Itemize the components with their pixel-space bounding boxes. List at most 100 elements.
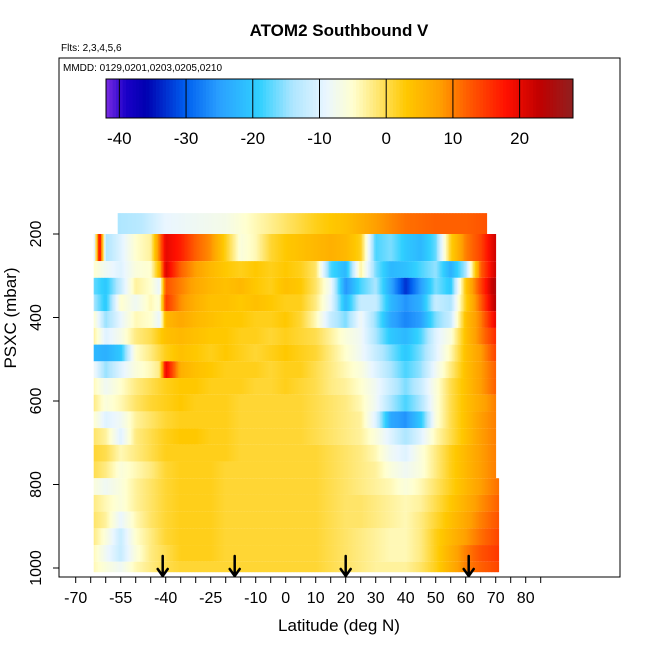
heatmap-cell xyxy=(303,261,306,278)
heatmap-cell xyxy=(284,428,287,445)
heatmap-cell xyxy=(197,411,200,429)
heatmap-cell xyxy=(318,277,321,295)
heatmap-cell xyxy=(333,234,336,262)
heatmap-cell xyxy=(246,528,249,546)
heatmap-cell xyxy=(285,494,288,512)
heatmap-cell xyxy=(374,478,377,495)
heatmap-cell xyxy=(311,277,314,295)
heatmap-cell xyxy=(314,411,317,429)
heatmap-cell xyxy=(363,511,366,529)
heatmap-cell xyxy=(222,394,225,412)
heatmap-cell xyxy=(351,344,354,362)
heatmap-cell xyxy=(350,277,353,295)
heatmap-cell xyxy=(98,294,101,312)
heatmap-cell xyxy=(399,311,402,328)
heatmap-cell xyxy=(359,361,362,379)
heatmap-cell xyxy=(479,411,482,429)
heatmap-cell xyxy=(416,378,419,395)
heatmap-cell xyxy=(422,511,425,529)
heatmap-cell xyxy=(383,511,386,529)
heatmap-cell xyxy=(303,361,306,379)
heatmap-cell xyxy=(191,261,194,278)
heatmap-cell xyxy=(185,361,188,379)
heatmap-cell xyxy=(228,294,231,312)
heatmap-cell xyxy=(125,461,128,479)
heatmap-cell xyxy=(110,428,113,445)
heatmap-cell xyxy=(332,327,335,345)
heatmap-cell xyxy=(258,344,261,362)
heatmap-cell xyxy=(110,444,113,462)
heatmap-cell xyxy=(429,294,432,312)
heatmap-cell xyxy=(275,311,278,328)
heatmap-cell xyxy=(467,344,470,362)
heatmap-cell xyxy=(458,411,461,429)
heatmap-cell xyxy=(413,444,416,462)
heatmap-cell xyxy=(464,261,467,278)
heatmap-cell xyxy=(432,494,435,512)
heatmap-cell xyxy=(132,511,135,529)
heatmap-cell xyxy=(225,294,228,312)
heatmap-cell xyxy=(420,327,423,345)
heatmap-cell xyxy=(107,394,110,412)
heatmap-cell xyxy=(198,494,201,512)
heatmap-cell xyxy=(375,428,378,445)
heatmap-cell xyxy=(492,361,495,379)
heatmap-cell xyxy=(201,478,204,495)
heatmap-cell xyxy=(315,294,318,312)
heatmap-cell xyxy=(119,428,122,445)
heatmap-cell xyxy=(180,478,183,495)
heatmap-cell xyxy=(386,378,389,395)
heatmap-cell xyxy=(260,234,263,262)
heatmap-cell xyxy=(272,261,275,278)
heatmap-cell xyxy=(395,478,398,495)
heatmap-cell xyxy=(275,327,278,345)
heatmap-cell xyxy=(267,261,270,278)
heatmap-cell xyxy=(291,478,294,495)
heatmap-cell xyxy=(293,378,296,395)
heatmap-cell xyxy=(276,277,279,295)
heatmap-cell xyxy=(345,277,348,295)
heatmap-cell xyxy=(152,327,155,345)
heatmap-cell xyxy=(431,261,434,278)
heatmap-cell xyxy=(294,327,297,345)
heatmap-cell xyxy=(404,478,407,495)
heatmap-cell xyxy=(233,361,236,379)
heatmap-cell xyxy=(474,213,477,235)
heatmap-cell xyxy=(336,528,339,546)
heatmap-cell xyxy=(167,428,170,445)
heatmap-cell xyxy=(393,494,396,512)
heatmap-cell xyxy=(215,277,218,295)
heatmap-cell xyxy=(302,528,305,546)
heatmap-cell xyxy=(462,411,465,429)
heatmap-cell xyxy=(263,411,266,429)
heatmap-cell xyxy=(185,213,188,235)
heatmap-cell xyxy=(314,344,317,362)
heatmap-cell xyxy=(467,428,470,445)
heatmap-cell xyxy=(108,261,111,278)
heatmap-cell xyxy=(456,361,459,379)
heatmap-cell xyxy=(452,327,455,345)
heatmap-cell xyxy=(411,511,414,529)
heatmap-cell xyxy=(482,461,485,479)
heatmap-cell xyxy=(260,444,263,462)
heatmap-cell xyxy=(228,213,231,235)
heatmap-cell xyxy=(356,394,359,412)
heatmap-cell xyxy=(329,411,332,429)
heatmap-cell xyxy=(197,361,200,379)
heatmap-cell xyxy=(135,428,138,445)
heatmap-cell xyxy=(203,411,206,429)
heatmap-cell xyxy=(228,344,231,362)
heatmap-cell xyxy=(350,411,353,429)
heatmap-cell xyxy=(374,494,377,512)
heatmap-cell xyxy=(305,528,308,546)
heatmap-cell xyxy=(443,394,446,412)
heatmap-cell xyxy=(323,461,326,479)
heatmap-cell xyxy=(120,461,123,479)
heatmap-cell xyxy=(185,411,188,429)
heatmap-cell xyxy=(281,394,284,412)
heatmap-cell xyxy=(459,411,462,429)
heatmap-cell xyxy=(189,478,192,495)
heatmap-cell xyxy=(494,277,497,295)
heatmap-cell xyxy=(348,294,351,312)
heatmap-cell xyxy=(299,528,302,546)
